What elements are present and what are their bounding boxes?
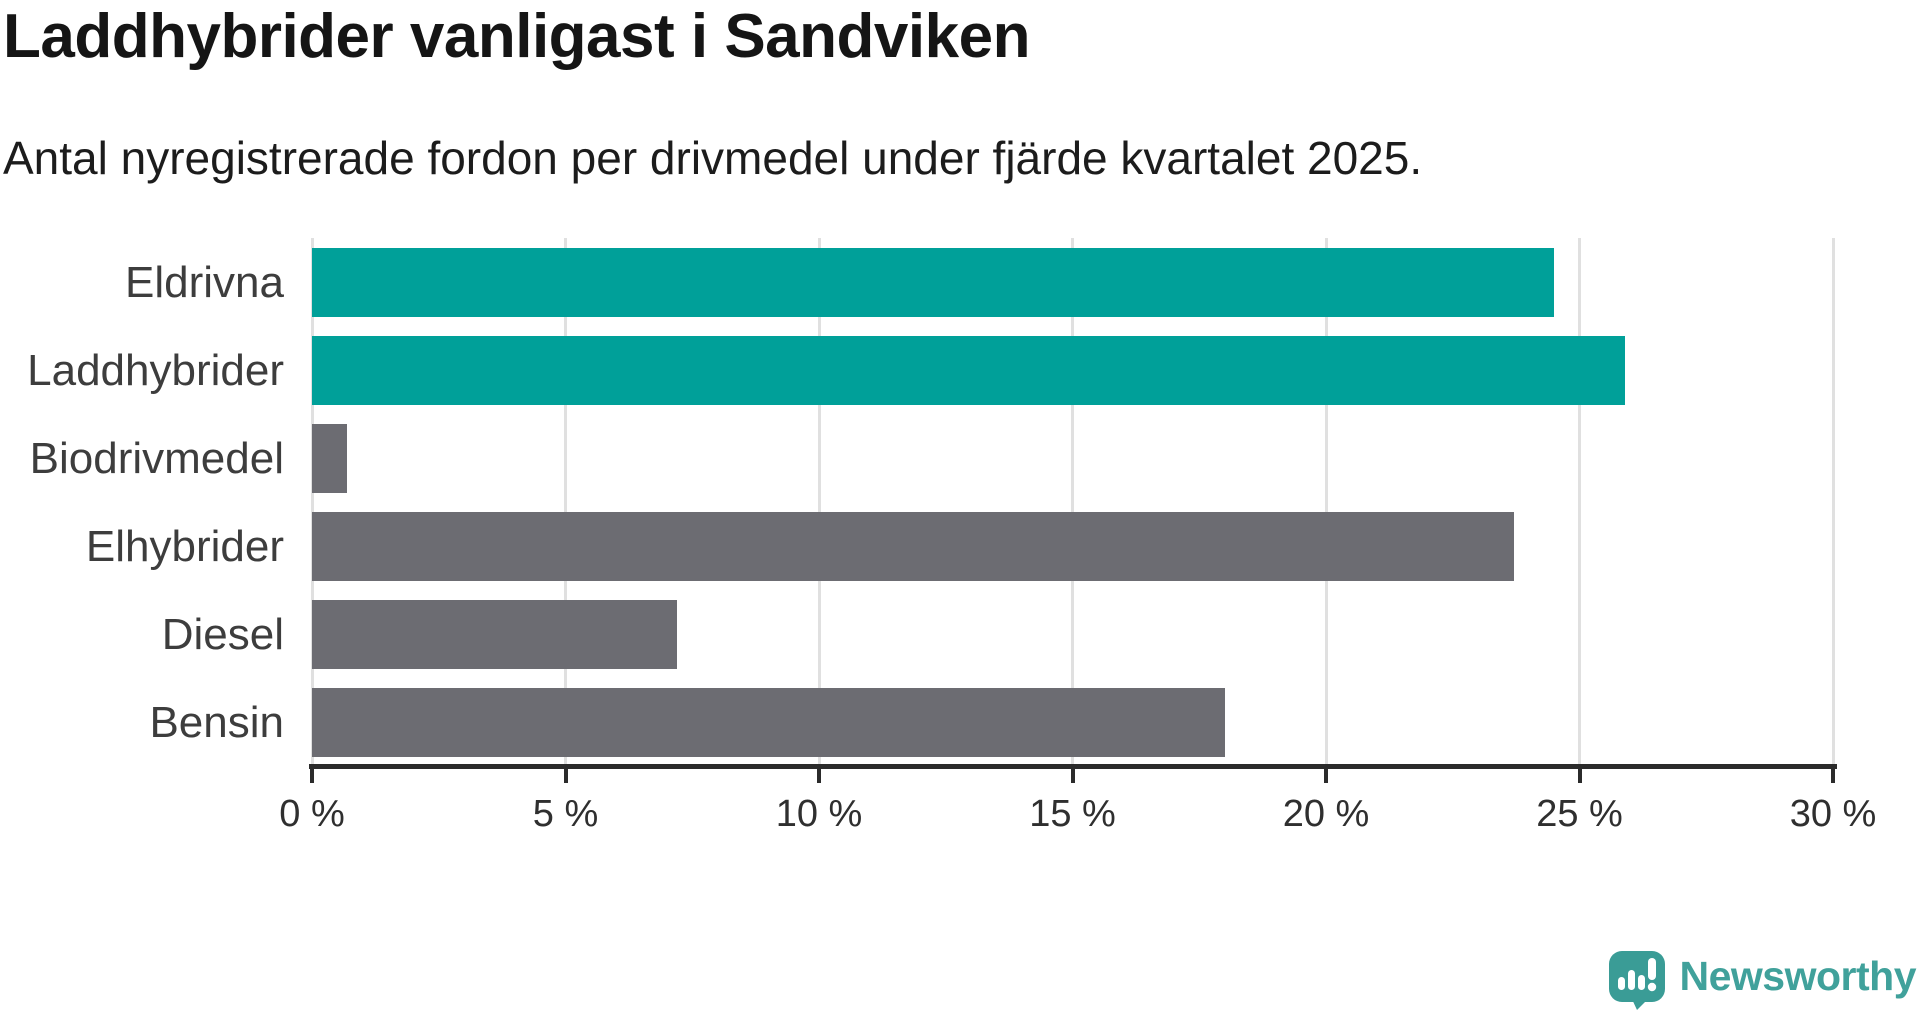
category-label: Biodrivmedel [29, 434, 284, 483]
gridline [1831, 238, 1835, 766]
gridline [1578, 238, 1581, 766]
gridline [817, 238, 821, 766]
x-axis-line [309, 764, 1837, 769]
tick-label: 5 % [532, 793, 599, 835]
bar-bensin [312, 688, 1225, 757]
newsworthy-logo-text: Newsworthy [1679, 953, 1917, 999]
gridline [1071, 238, 1074, 766]
tick-mark [1577, 769, 1582, 783]
tick-label: 15 % [1029, 793, 1116, 835]
tick-mark [817, 769, 821, 783]
category-label: Diesel [161, 610, 284, 659]
tick-label: 20 % [1282, 793, 1370, 835]
tick-label: 10 % [775, 793, 863, 835]
x-axis-tick-labels: 0 % 5 % 10 % 15 % 20 % 25 % 30 % [279, 793, 1876, 839]
bar-laddhybrider [312, 336, 1626, 405]
chart-title: Laddhybrider vanligast i Sandviken [3, 2, 1030, 71]
category-label: Bensin [149, 698, 284, 747]
tick-label: 0 % [279, 793, 345, 835]
category-label: Elhybrider [85, 522, 284, 571]
chart-subtitle: Antal nyregistrerade fordon per drivmede… [3, 132, 1423, 184]
tick-mark [1831, 769, 1835, 783]
tick-mark [563, 769, 568, 783]
gridline [310, 238, 314, 766]
plot-area [310, 238, 1835, 766]
category-label: Laddhybrider [27, 346, 284, 395]
tick-mark [1324, 769, 1328, 783]
tick-mark [310, 769, 314, 783]
category-label: Eldrivna [125, 258, 284, 307]
newsworthy-logo-icon [1608, 951, 1665, 1010]
bar-elhybrider [312, 512, 1514, 581]
bar-biodrivmedel [312, 424, 348, 493]
gridline [564, 238, 567, 766]
tick-label: 30 % [1789, 793, 1877, 835]
x-axis-tick-marks [310, 769, 1835, 783]
gridline [1324, 238, 1328, 766]
bar-eldrivna [312, 248, 1555, 317]
bar-diesel [312, 600, 678, 669]
tick-label: 25 % [1536, 793, 1623, 835]
category-labels: Eldrivna Laddhybrider Biodrivmedel Elhybrid… [0, 238, 284, 766]
newsworthy-logo: Newsworthy [1608, 950, 1917, 1010]
tick-mark [1070, 769, 1075, 783]
